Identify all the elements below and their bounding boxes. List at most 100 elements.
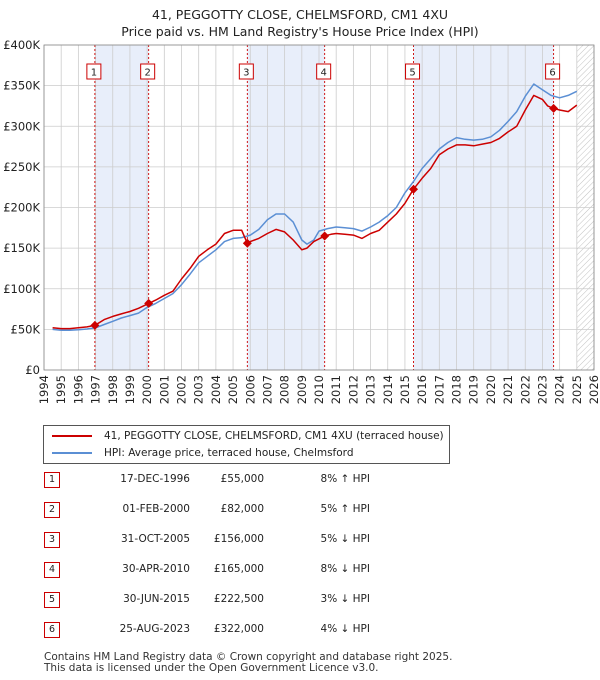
x-tick-label: 2017 <box>432 375 446 404</box>
x-tick-label: 1994 <box>37 375 51 404</box>
x-tick-label: 2005 <box>226 375 240 404</box>
x-tick-label: 2016 <box>415 375 429 404</box>
sale-label-box <box>86 63 102 80</box>
footer-attribution: Contains HM Land Registry data © Crown c… <box>44 652 452 674</box>
x-tick-label: 1999 <box>123 375 137 404</box>
table-row: 6 25-AUG-2023 £322,000 4% ↓ HPI <box>0 620 600 640</box>
legend-swatch-property <box>52 435 92 437</box>
x-tick-label: 2009 <box>295 375 309 404</box>
x-tick-label: 2001 <box>157 375 171 404</box>
sale-point <box>320 231 330 241</box>
table-row: 4 30-APR-2010 £165,000 8% ↓ HPI <box>0 560 600 580</box>
x-tick-label: 1995 <box>54 375 68 404</box>
sale-price: £55,000 <box>220 473 264 485</box>
sale-label-number: 3 <box>243 68 249 79</box>
x-tick-label: 2020 <box>484 375 498 404</box>
sale-label-box <box>140 63 156 80</box>
sale-price: £165,000 <box>213 563 264 575</box>
sale-price: £322,000 <box>213 623 264 635</box>
sale-number-badge: 3 <box>44 532 60 548</box>
sale-label-number: 1 <box>91 68 97 79</box>
sale-date: 01-FEB-2000 <box>122 503 190 515</box>
property-price-line <box>52 94 578 330</box>
sale-hpi-diff: 5% ↓ HPI <box>320 533 370 545</box>
table-row: 5 30-JUN-2015 £222,500 3% ↓ HPI <box>0 590 600 610</box>
x-tick-label: 2015 <box>398 375 412 404</box>
sale-date: 30-JUN-2015 <box>123 593 190 605</box>
x-tick-label: 2013 <box>364 375 378 404</box>
table-row: 3 31-OCT-2005 £156,000 5% ↓ HPI <box>0 530 600 550</box>
sale-hpi-diff: 4% ↓ HPI <box>320 623 370 635</box>
sale-point <box>549 103 559 113</box>
hpi-line <box>52 83 578 331</box>
sale-number-badge: 6 <box>44 622 60 638</box>
x-tick-label: 2019 <box>467 375 481 404</box>
x-tick-label: 2004 <box>209 375 223 404</box>
plot-frame <box>43 44 595 371</box>
sale-price: £82,000 <box>220 503 264 515</box>
x-tick-label: 2003 <box>192 375 206 404</box>
sale-point <box>144 298 154 308</box>
sale-point <box>409 184 419 194</box>
x-tick-label: 1996 <box>71 375 85 404</box>
x-tick-label: 2025 <box>570 375 584 404</box>
legend-label-hpi: HPI: Average price, terraced house, Chel… <box>104 447 354 459</box>
x-tick-label: 2007 <box>260 375 274 404</box>
x-tick-label: 2010 <box>312 375 326 404</box>
x-tick-label: 2026 <box>587 375 600 404</box>
sale-date: 31-OCT-2005 <box>121 533 190 545</box>
y-tick-label: £150K <box>3 241 40 255</box>
sale-label-box <box>316 63 332 80</box>
sale-date: 30-APR-2010 <box>122 563 190 575</box>
y-tick-label: £50K <box>11 322 41 336</box>
sale-label-number: 2 <box>144 68 150 79</box>
legend-item-hpi: HPI: Average price, terraced house, Chel… <box>52 445 353 461</box>
x-tick-label: 2002 <box>175 375 189 404</box>
price-chart: 1 2 3 4 5 6 £0 £50K £100K £150K £200K £250K £300K £3… <box>3 38 600 404</box>
sale-price: £156,000 <box>213 533 264 545</box>
sale-label-number: 4 <box>320 68 326 79</box>
x-tick-label: 1997 <box>89 375 103 404</box>
legend-item-property: 41, PEGGOTTY CLOSE, CHELMSFORD, CM1 4XU … <box>52 428 444 444</box>
legend-swatch-hpi <box>52 452 92 454</box>
sale-label-box <box>405 63 421 80</box>
chart-legend: 41, PEGGOTTY CLOSE, CHELMSFORD, CM1 4XU … <box>43 425 450 464</box>
chart-title: 41, PEGGOTTY CLOSE, CHELMSFORD, CM1 4XU <box>151 7 449 22</box>
sale-date: 25-AUG-2023 <box>119 623 190 635</box>
sale-hpi-diff: 8% ↓ HPI <box>320 563 370 575</box>
x-tick-label: 2022 <box>518 375 532 404</box>
sale-number-badge: 1 <box>44 472 60 488</box>
footer-licence: This data is licensed under the Open Gov… <box>44 662 379 674</box>
y-tick-label: £350K <box>3 79 40 93</box>
legend-label-property: 41, PEGGOTTY CLOSE, CHELMSFORD, CM1 4XU … <box>104 430 444 442</box>
sale-number-badge: 5 <box>44 592 60 608</box>
x-tick-label: 2021 <box>501 375 515 404</box>
table-row: 1 17-DEC-1996 £55,000 8% ↑ HPI <box>0 470 600 490</box>
x-tick-label: 2000 <box>140 375 154 404</box>
chart-title-block: 41, PEGGOTTY CLOSE, CHELMSFORD, CM1 4XU … <box>0 6 600 40</box>
sale-number-badge: 4 <box>44 562 60 578</box>
x-tick-label: 2012 <box>346 375 360 404</box>
table-row: 2 01-FEB-2000 £82,000 5% ↑ HPI <box>0 500 600 520</box>
sale-hpi-diff: 3% ↓ HPI <box>320 593 370 605</box>
sale-point <box>242 238 252 248</box>
sale-point <box>90 320 100 330</box>
sale-label-number: 5 <box>409 68 415 79</box>
y-tick-label: £100K <box>3 282 40 296</box>
x-tick-label: 2018 <box>450 375 464 404</box>
sale-label-box <box>238 63 254 80</box>
y-tick-label: £200K <box>3 201 40 215</box>
chart-subtitle: Price paid vs. HM Land Registry's House … <box>121 24 479 39</box>
y-tick-label: £250K <box>3 160 40 174</box>
x-tick-label: 2014 <box>381 375 395 404</box>
x-tick-label: 2006 <box>243 375 257 404</box>
x-tick-label: 1998 <box>106 375 120 404</box>
sale-number-badge: 2 <box>44 502 60 518</box>
sale-hpi-diff: 5% ↑ HPI <box>320 503 370 515</box>
y-tick-label: £300K <box>3 119 40 133</box>
footer-copyright: Contains HM Land Registry data © Crown c… <box>44 651 453 663</box>
x-tick-label: 2008 <box>278 375 292 404</box>
sale-label-box <box>545 63 561 80</box>
sale-hpi-diff: 8% ↑ HPI <box>320 473 370 485</box>
sale-label-number: 6 <box>549 68 555 79</box>
